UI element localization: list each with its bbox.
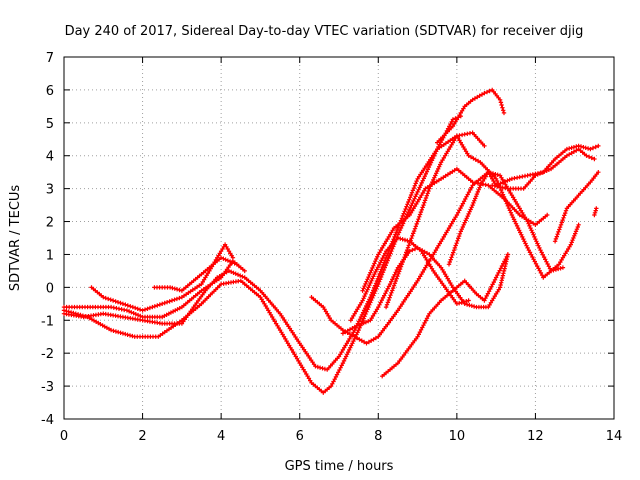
series-s15 bbox=[435, 87, 507, 145]
y-tick-label: 3 bbox=[46, 183, 54, 198]
series-line bbox=[385, 135, 580, 308]
series-markers bbox=[552, 170, 601, 244]
x-tick-label: 14 bbox=[606, 429, 623, 444]
series-markers bbox=[435, 87, 507, 145]
chart-title: Day 240 of 2017, Sidereal Day-to-day VTE… bbox=[65, 24, 584, 39]
grid-lines bbox=[64, 57, 614, 419]
y-tick-labels: -4 -3 -2 -1 0 1 2 3 4 5 6 7 bbox=[41, 51, 54, 428]
series-s3 bbox=[61, 258, 247, 320]
series-markers bbox=[490, 146, 597, 191]
y-tick-label: 2 bbox=[46, 216, 54, 231]
y-tick-label: -4 bbox=[41, 413, 54, 428]
series-s11 bbox=[383, 133, 581, 310]
x-tick-label: 4 bbox=[217, 429, 225, 444]
y-tick-label: 7 bbox=[46, 51, 54, 66]
x-tick-labels: 0 2 4 6 8 10 12 14 bbox=[60, 429, 622, 444]
y-axis-label: SDTVAR / TECUs bbox=[8, 185, 23, 292]
series-s1 bbox=[61, 114, 463, 395]
y-tick-label: -2 bbox=[41, 347, 54, 362]
series-markers bbox=[61, 258, 247, 320]
y-tick-label: -3 bbox=[41, 380, 54, 395]
x-tick-label: 6 bbox=[296, 429, 304, 444]
y-tick-label: 1 bbox=[46, 248, 54, 263]
series-markers bbox=[340, 245, 511, 336]
x-tick-label: 10 bbox=[449, 429, 466, 444]
x-tick-label: 12 bbox=[527, 429, 544, 444]
series-markers bbox=[89, 242, 236, 313]
series-s13 bbox=[490, 146, 597, 191]
x-axis-label: GPS time / hours bbox=[285, 459, 394, 474]
series-markers bbox=[592, 206, 599, 218]
y-tick-label: 6 bbox=[46, 84, 54, 99]
series-s9 bbox=[380, 252, 511, 379]
x-tick-label: 2 bbox=[138, 429, 146, 444]
series-line bbox=[310, 171, 564, 345]
x-tick-label: 8 bbox=[374, 429, 382, 444]
series-markers bbox=[309, 170, 566, 346]
data-series bbox=[61, 87, 601, 395]
series-s12 bbox=[446, 143, 601, 267]
series-markers bbox=[61, 114, 463, 395]
series-s14 bbox=[552, 170, 601, 244]
axis-ticks bbox=[63, 56, 615, 420]
x-tick-label: 0 bbox=[60, 429, 68, 444]
y-tick-label: 0 bbox=[46, 281, 54, 296]
series-s4 bbox=[89, 242, 236, 313]
y-tick-label: 4 bbox=[46, 150, 54, 165]
series-line bbox=[63, 115, 462, 394]
series-markers bbox=[383, 133, 581, 310]
series-markers bbox=[446, 143, 601, 267]
y-tick-label: -1 bbox=[41, 314, 54, 329]
y-tick-label: 5 bbox=[46, 117, 54, 132]
series-s6 bbox=[309, 170, 566, 346]
series-markers bbox=[380, 252, 511, 379]
series-s5 bbox=[152, 255, 240, 293]
series-markers bbox=[152, 255, 240, 293]
series-s16 bbox=[592, 206, 599, 218]
plot-frame bbox=[63, 56, 615, 420]
